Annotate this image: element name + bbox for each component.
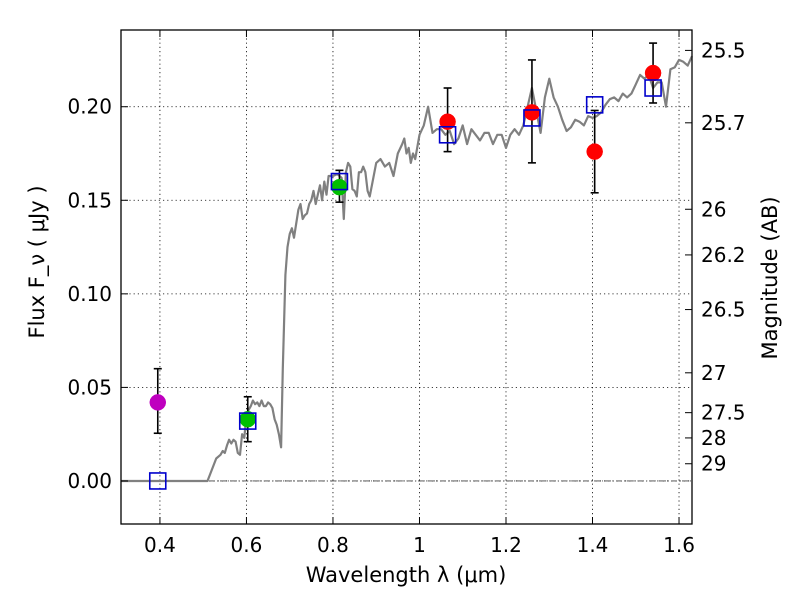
x-axis-label: Wavelength λ (μm) — [306, 563, 507, 587]
y2-tick-label: 27.5 — [701, 401, 746, 425]
error-bars — [153, 42, 658, 443]
model-spectrum-layer — [121, 55, 694, 483]
observed-point — [523, 104, 541, 121]
y2-tick-label: 26 — [701, 197, 726, 221]
x-tick-label: 1 — [413, 533, 426, 557]
y2-tick-label: 28 — [701, 426, 726, 450]
plot-frame — [120, 29, 693, 525]
observed-point — [586, 143, 603, 160]
model-point — [148, 472, 167, 490]
y2-tick-label: 25.5 — [701, 38, 746, 62]
y-tick-labels: 0.00 0.05 0.10 0.15 0.20 — [67, 95, 112, 493]
model-point — [330, 172, 349, 191]
x-tick-label: 0.4 — [144, 533, 176, 557]
observed-point — [439, 113, 456, 130]
y2-tick-label: 25.7 — [701, 111, 746, 135]
model-points — [148, 79, 662, 490]
model-point — [523, 109, 541, 127]
model-point — [644, 79, 662, 97]
y-tick-label: 0.05 — [67, 375, 112, 399]
y-tick-label: 0.15 — [67, 188, 112, 212]
model-point — [438, 125, 457, 144]
y-tick-label: 0.20 — [67, 95, 112, 119]
y-axis-label: Flux F_ν ( μJy ) — [25, 185, 50, 338]
model-spectrum-line — [121, 55, 694, 483]
y2-tick-label: 27 — [701, 361, 726, 385]
x-tick-label: 0.6 — [231, 533, 263, 557]
y2-tick-label: 26.2 — [701, 243, 746, 267]
model-point — [585, 96, 604, 114]
y2-tick-label: 29 — [701, 452, 726, 476]
y-tick-label: 0.00 — [67, 469, 112, 493]
axis-ticks — [121, 30, 692, 524]
x-tick-label: 1.2 — [490, 533, 522, 557]
x-tick-label: 0.8 — [317, 533, 349, 557]
x-tick-label: 1.4 — [577, 533, 609, 557]
observed-point — [149, 394, 167, 411]
observed-point — [644, 64, 662, 82]
x-tick-label: 1.6 — [663, 533, 695, 557]
x-tick-labels: 0.4 0.6 0.8 1 1.2 1.4 1.6 — [144, 533, 695, 557]
observed-point — [331, 178, 348, 196]
observed-points — [149, 64, 662, 428]
y2-axis-label: Magnitude (AB) — [758, 196, 782, 359]
y-tick-label: 0.10 — [67, 282, 112, 306]
y2-tick-label: 26.5 — [701, 298, 746, 322]
model-point — [238, 412, 257, 430]
